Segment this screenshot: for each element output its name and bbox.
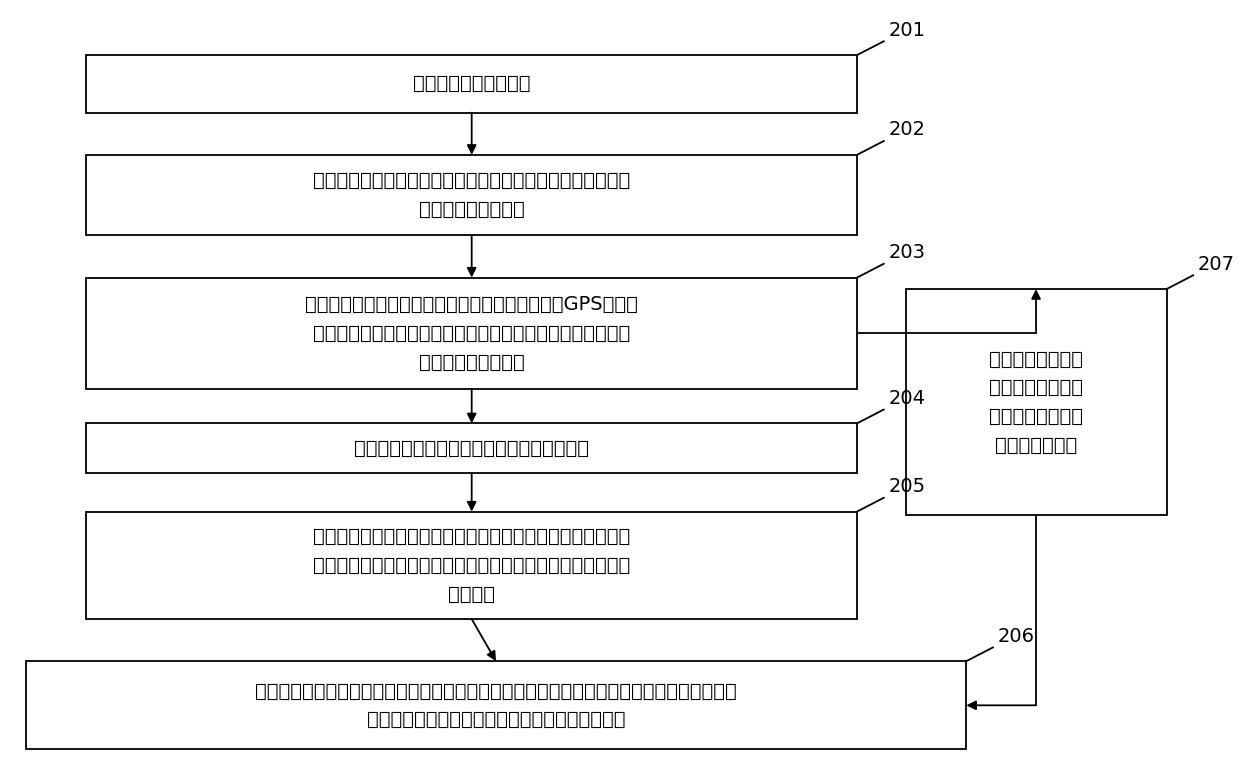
Text: 根据立体像对对电力线进行立体量测，获取同一条电力线三个
以上节点的三维绝对坐标，并进行电力线拟合获得电力线弧垂
矢量模型: 根据立体像对对电力线进行立体量测，获取同一条电力线三个 以上节点的三维绝对坐标，… [312, 527, 630, 604]
Text: 203: 203 [889, 243, 925, 263]
Text: 根据电力线弧垂矢量模型计算电力线在铅垂线上与电力线下方地物密集三维点云的安全距离，
将安全距离与预设的阈值比较，获得安全检测结果: 根据电力线弧垂矢量模型计算电力线在铅垂线上与电力线下方地物密集三维点云的安全距离… [255, 681, 737, 729]
Text: 202: 202 [889, 120, 925, 139]
Text: 205: 205 [889, 477, 926, 496]
Text: 根据单目相机序列影像、同名像点、同名核线执行GPS辅助空
中三角测量算法，确定目标点位和像片方位元素，获得空中三
角测量绝对定向结果: 根据单目相机序列影像、同名像点、同名核线执行GPS辅助空 中三角测量算法，确定目… [305, 295, 639, 371]
Text: 206: 206 [998, 627, 1035, 646]
Bar [87, 424, 857, 474]
Text: 204: 204 [889, 389, 925, 408]
Bar [87, 55, 857, 112]
Bar [87, 278, 857, 389]
Text: 根据空中三角测量
绝对定向结果自动
生成电力线下方地
物密集三维点云: 根据空中三角测量 绝对定向结果自动 生成电力线下方地 物密集三维点云 [990, 350, 1083, 455]
Text: 对单目相机序列影像提取特征点，并进行二维影像匹配，获得
同名核线和同名像点: 对单目相机序列影像提取特征点，并进行二维影像匹配，获得 同名核线和同名像点 [312, 171, 630, 219]
Bar [26, 661, 966, 749]
Bar [87, 155, 857, 236]
Text: 207: 207 [1198, 255, 1235, 274]
Bar [905, 289, 1167, 515]
Bar [87, 511, 857, 619]
Text: 201: 201 [889, 21, 925, 40]
Text: 获取单目相机序列影像: 获取单目相机序列影像 [413, 75, 531, 93]
Text: 根据空中三角测量绝对定向结果生成立体像对: 根据空中三角测量绝对定向结果生成立体像对 [355, 439, 589, 458]
